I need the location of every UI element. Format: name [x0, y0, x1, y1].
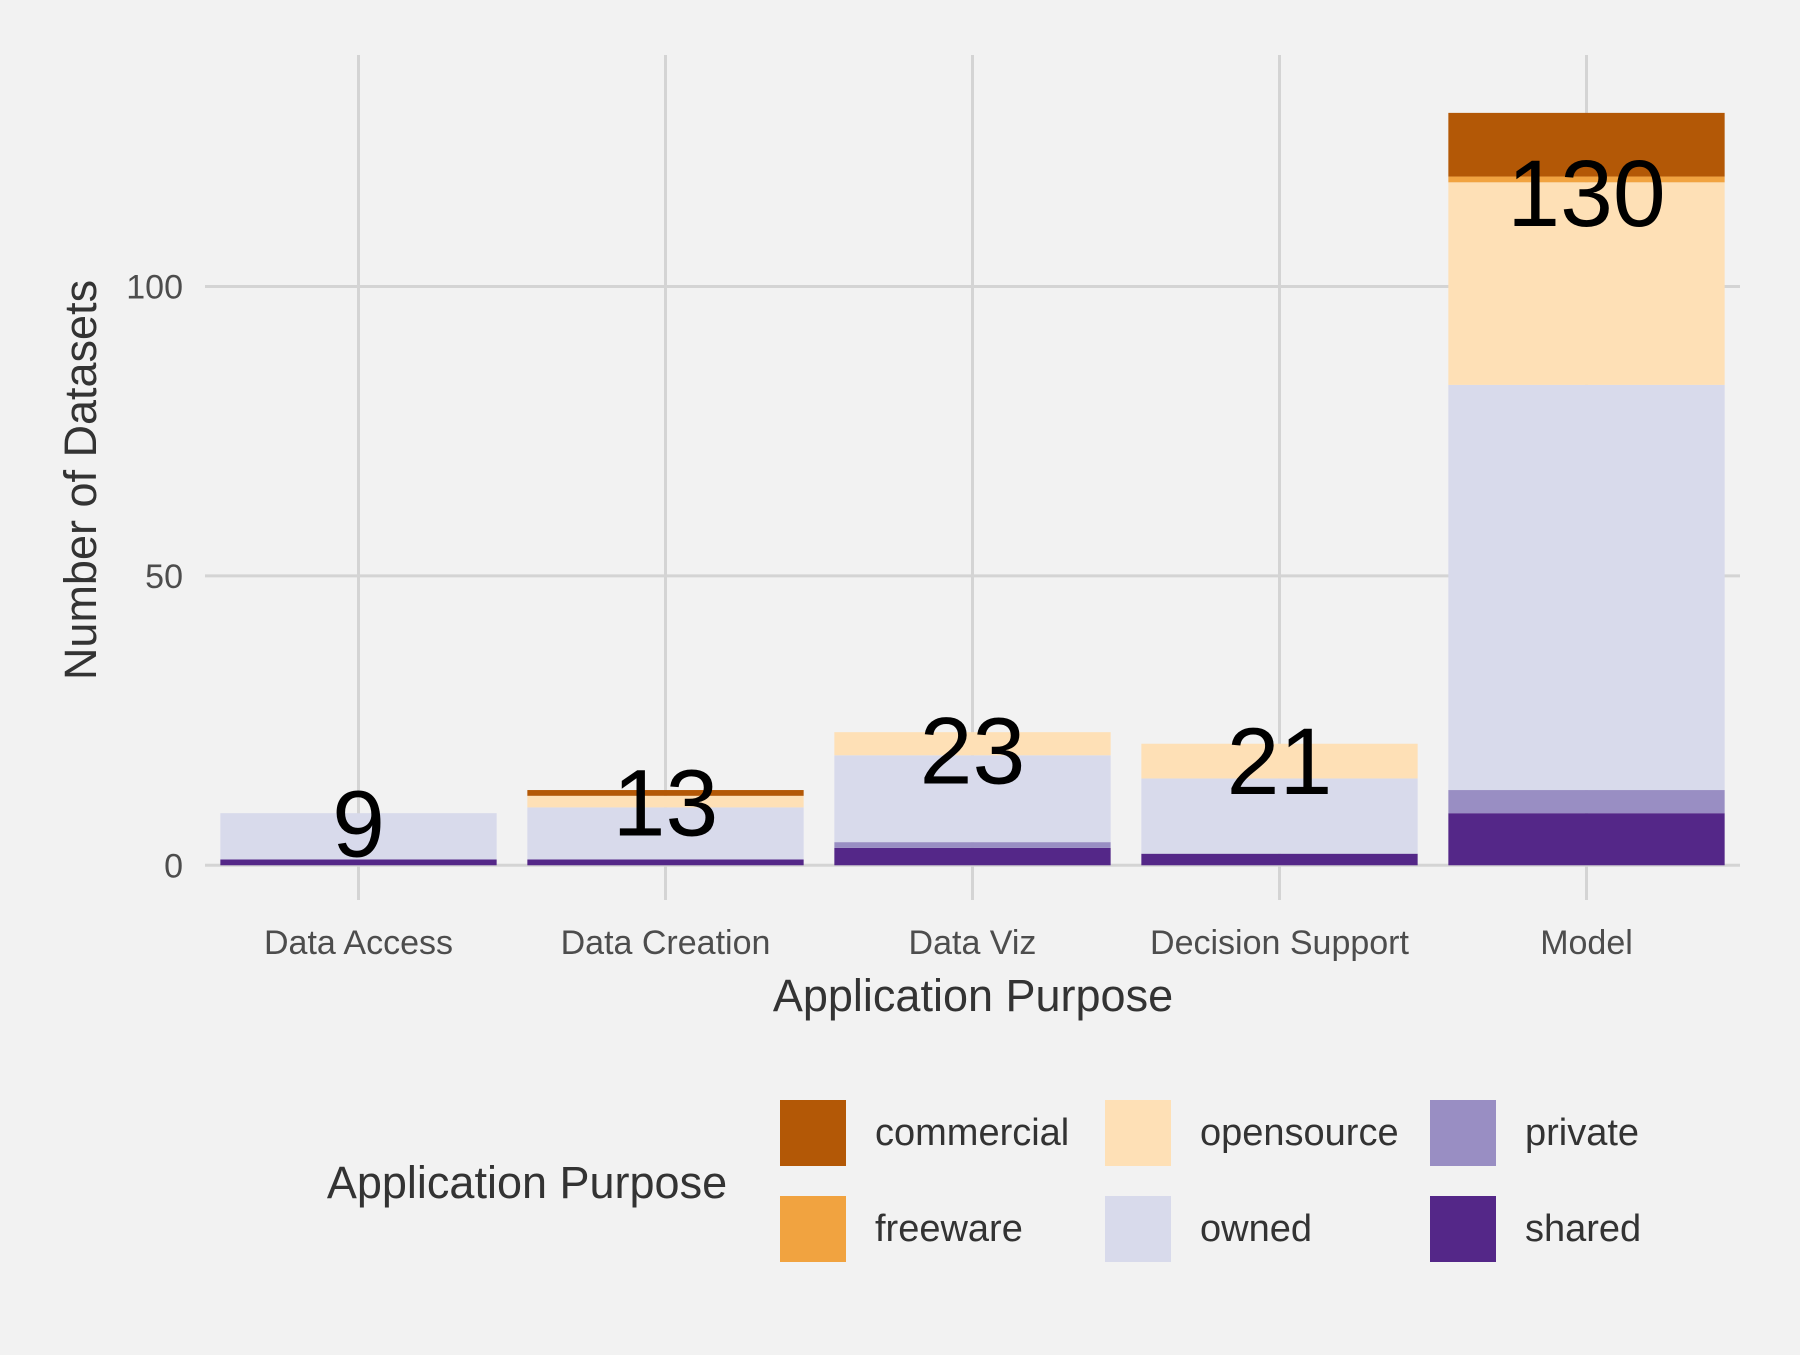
total-labels: 9 13 23 21 130	[332, 141, 1666, 877]
legend-label-private: private	[1525, 1112, 1639, 1154]
bar-segment-opensource	[834, 732, 1111, 756]
bar-segment-shared	[527, 859, 804, 866]
bar-segment-owned	[220, 813, 497, 860]
legend-label-opensource: opensource	[1200, 1112, 1399, 1154]
x-tick-label: Decision Support	[1150, 924, 1409, 962]
x-tick-label: Data Access	[264, 924, 453, 962]
legend-key-commercial	[780, 1100, 846, 1166]
x-tick-label: Data Creation	[561, 924, 771, 962]
x-tick-label: Data Viz	[909, 924, 1037, 962]
bar-segment-private	[1448, 790, 1725, 814]
bar-segment-opensource	[527, 795, 804, 808]
legend-label-commercial: commercial	[875, 1112, 1069, 1154]
bar-segment-commercial	[1448, 112, 1725, 177]
legend-key-shared	[1430, 1196, 1496, 1262]
bar-segment-owned	[1141, 778, 1418, 854]
y-tick-label: 0	[164, 847, 183, 885]
y-tick-label: 50	[145, 558, 183, 596]
bars	[220, 112, 1725, 866]
legend-label-shared: shared	[1525, 1208, 1641, 1250]
bar-segment-shared	[834, 847, 1111, 866]
bar-total-label: 9	[332, 771, 385, 877]
bar-segment-owned	[834, 755, 1111, 843]
bar-segment-opensource	[1448, 182, 1725, 385]
bar-total-label: 13	[613, 751, 719, 857]
bar-total-label: 23	[920, 698, 1026, 804]
legend-label-owned: owned	[1200, 1208, 1312, 1250]
bar-segment-private	[834, 842, 1111, 848]
legend-key-owned	[1105, 1196, 1171, 1262]
bar-segment-commercial	[527, 790, 804, 796]
legend-key-opensource	[1105, 1100, 1171, 1166]
bar-segment-shared	[1141, 853, 1418, 866]
bar-segment-opensource	[1141, 743, 1418, 779]
bar-segment-owned	[527, 807, 804, 860]
bar-segment-shared	[220, 859, 497, 866]
y-tick-label: 100	[126, 269, 183, 307]
x-tick-label: Model	[1540, 924, 1633, 962]
axes: 0 50 100 Data Access Data Creation Data Viz De…	[126, 269, 1633, 962]
legend-key-freeware	[780, 1196, 846, 1262]
legend: Application Purpose commercial freeware op…	[327, 1100, 1641, 1262]
bar-total-label: 130	[1507, 141, 1666, 247]
bar-total-label: 21	[1227, 709, 1333, 815]
x-axis-title: Application Purpose	[773, 970, 1173, 1021]
bar-segment-owned	[1448, 384, 1725, 791]
bar-segment-shared	[1448, 813, 1725, 866]
legend-title: Application Purpose	[327, 1157, 727, 1208]
y-axis-title: Number of Datasets	[55, 280, 106, 680]
legend-label-freeware: freeware	[875, 1208, 1023, 1250]
bar-segment-freeware	[1448, 176, 1725, 183]
legend-key-private	[1430, 1100, 1496, 1166]
